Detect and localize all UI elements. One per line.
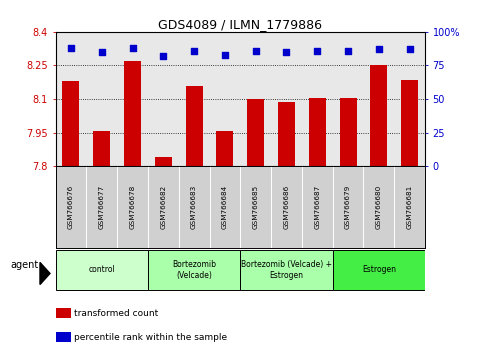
Text: GSM766677: GSM766677 <box>99 185 105 229</box>
Point <box>283 49 290 55</box>
Bar <box>216 131 233 166</box>
Bar <box>148 250 241 290</box>
Point <box>159 53 167 59</box>
Bar <box>124 61 141 166</box>
Text: transformed count: transformed count <box>74 309 158 318</box>
Bar <box>185 86 202 166</box>
Bar <box>240 250 333 290</box>
Bar <box>278 102 295 166</box>
Text: Estrogen: Estrogen <box>362 266 396 274</box>
Point <box>344 48 352 53</box>
Text: agent: agent <box>10 259 38 270</box>
Text: GSM766682: GSM766682 <box>160 185 166 229</box>
Point <box>190 48 198 53</box>
Bar <box>155 158 172 166</box>
Text: GSM766687: GSM766687 <box>314 185 320 229</box>
Text: GSM766679: GSM766679 <box>345 185 351 229</box>
Bar <box>333 250 425 290</box>
Text: Bortezomib (Velcade) +
Estrogen: Bortezomib (Velcade) + Estrogen <box>241 260 332 280</box>
Point <box>128 45 136 51</box>
Text: control: control <box>88 266 115 274</box>
Text: GSM766678: GSM766678 <box>129 185 136 229</box>
Bar <box>247 99 264 166</box>
Text: GSM766685: GSM766685 <box>253 185 259 229</box>
Bar <box>62 81 79 166</box>
Text: GSM766683: GSM766683 <box>191 185 197 229</box>
Title: GDS4089 / ILMN_1779886: GDS4089 / ILMN_1779886 <box>158 18 322 31</box>
Text: GSM766681: GSM766681 <box>407 185 412 229</box>
Text: Bortezomib
(Velcade): Bortezomib (Velcade) <box>172 260 216 280</box>
Text: GSM766686: GSM766686 <box>284 185 289 229</box>
Text: GSM766680: GSM766680 <box>376 185 382 229</box>
Bar <box>370 65 387 166</box>
Point <box>406 46 413 52</box>
Bar <box>56 250 148 290</box>
Text: GSM766676: GSM766676 <box>68 185 74 229</box>
Text: GSM766684: GSM766684 <box>222 185 228 229</box>
FancyArrow shape <box>40 262 50 285</box>
Bar <box>56 332 71 342</box>
Text: percentile rank within the sample: percentile rank within the sample <box>74 333 227 342</box>
Point <box>375 46 383 52</box>
Point <box>221 52 229 58</box>
Point <box>252 48 259 53</box>
Point <box>67 45 75 51</box>
Point <box>313 48 321 53</box>
Bar <box>401 80 418 166</box>
Bar <box>93 131 110 166</box>
Bar <box>309 98 326 166</box>
Bar <box>56 308 71 318</box>
Bar <box>340 98 356 166</box>
Point <box>98 49 106 55</box>
